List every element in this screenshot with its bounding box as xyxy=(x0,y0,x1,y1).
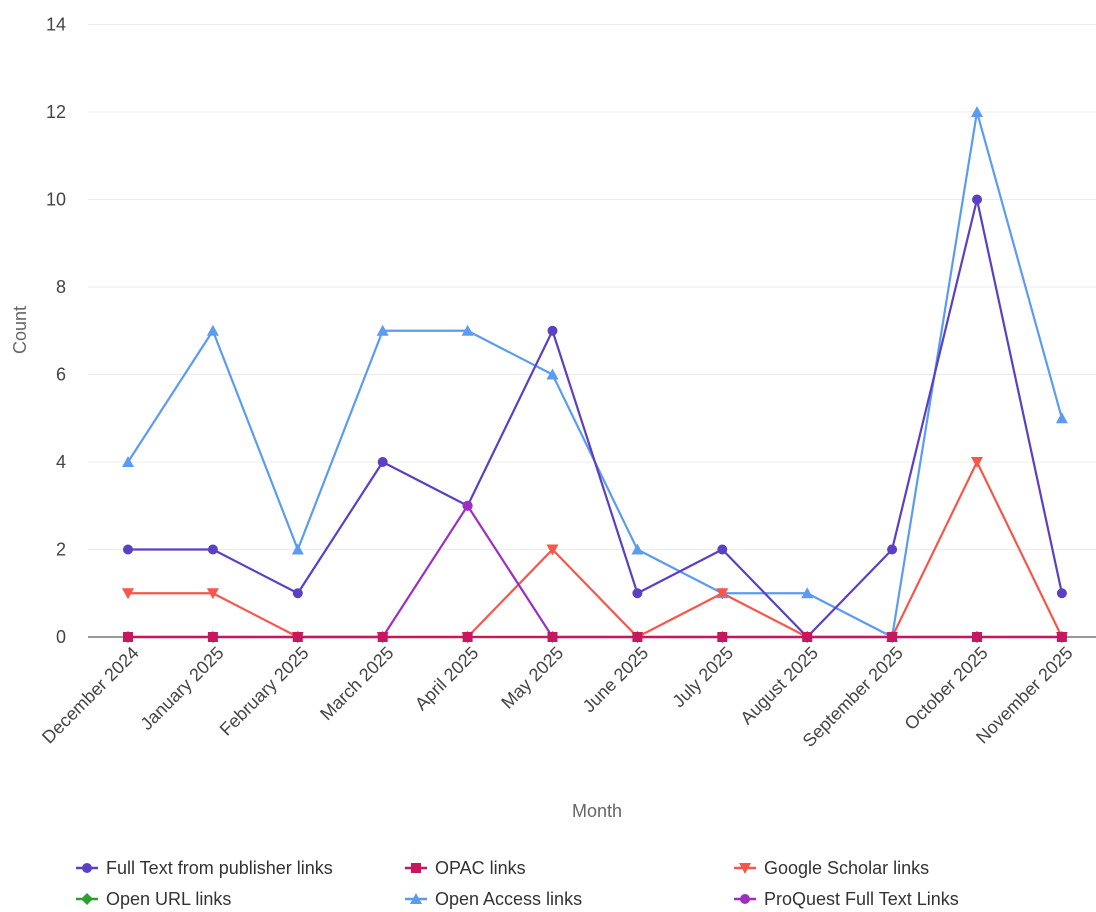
series-opac-links xyxy=(123,632,1067,642)
legend-label: Google Scholar links xyxy=(764,858,929,878)
x-axis-title: Month xyxy=(572,801,622,821)
data-point[interactable] xyxy=(1055,412,1068,424)
legend-marker-icon xyxy=(81,893,93,905)
data-point[interactable] xyxy=(971,106,983,117)
y-tick-label: 6 xyxy=(56,365,66,385)
legend-item[interactable]: Google Scholar links xyxy=(734,858,929,878)
y-tick-label: 4 xyxy=(56,452,66,472)
grid-lines xyxy=(88,24,1096,550)
data-point[interactable] xyxy=(1056,588,1067,599)
data-point[interactable] xyxy=(971,457,983,468)
legend-marker-icon xyxy=(82,863,92,873)
series-line xyxy=(128,460,1063,639)
data-point[interactable] xyxy=(972,632,982,642)
legend-item[interactable]: OPAC links xyxy=(405,858,526,878)
data-point[interactable] xyxy=(547,632,558,642)
data-point[interactable] xyxy=(207,632,218,642)
y-axis-title: Count xyxy=(10,306,30,354)
data-point[interactable] xyxy=(122,588,134,600)
data-point[interactable] xyxy=(801,587,814,599)
x-tick-label: February 2025 xyxy=(216,643,313,740)
series-group xyxy=(122,106,1068,643)
data-point[interactable] xyxy=(462,500,473,511)
series-line xyxy=(128,198,1063,639)
x-tick-label: August 2025 xyxy=(736,643,822,729)
data-point[interactable] xyxy=(802,632,813,642)
legend-item[interactable]: ProQuest Full Text Links xyxy=(734,889,959,909)
data-point[interactable] xyxy=(887,544,898,555)
series-line xyxy=(128,504,1062,639)
data-point[interactable] xyxy=(122,456,134,467)
data-point[interactable] xyxy=(462,632,473,642)
data-point[interactable] xyxy=(377,457,388,467)
x-tick-label: January 2025 xyxy=(136,643,227,734)
data-point[interactable] xyxy=(546,368,559,380)
legend-item[interactable]: Open Access links xyxy=(405,889,582,909)
legend-marker-icon xyxy=(411,863,421,873)
data-point[interactable] xyxy=(717,544,728,555)
data-point[interactable] xyxy=(632,632,643,642)
legend-label: ProQuest Full Text Links xyxy=(764,889,959,909)
legend-item[interactable]: Full Text from publisher links xyxy=(76,858,333,878)
data-point[interactable] xyxy=(717,632,728,642)
legend-label: OPAC links xyxy=(435,858,526,878)
x-tick-label: May 2025 xyxy=(497,643,567,713)
data-point[interactable] xyxy=(1056,632,1067,642)
data-point[interactable] xyxy=(206,324,219,336)
legend-marker-icon xyxy=(739,863,751,874)
data-point[interactable] xyxy=(632,588,643,599)
data-point[interactable] xyxy=(376,324,389,336)
y-tick-label: 0 xyxy=(56,627,66,647)
data-point[interactable] xyxy=(292,588,303,599)
y-tick-label: 12 xyxy=(46,102,66,122)
data-point[interactable] xyxy=(292,632,303,642)
x-tick-label: December 2024 xyxy=(38,643,143,748)
data-point[interactable] xyxy=(546,544,559,556)
data-point[interactable] xyxy=(291,543,304,555)
legend-label: Full Text from publisher links xyxy=(106,858,333,878)
data-point[interactable] xyxy=(631,543,644,555)
series-full-text-from-publisher-links xyxy=(123,194,1067,642)
y-tick-label: 10 xyxy=(46,190,66,210)
data-point[interactable] xyxy=(123,544,133,555)
data-point[interactable] xyxy=(377,632,388,642)
y-tick-label: 2 xyxy=(56,540,66,560)
legend-item[interactable]: Open URL links xyxy=(76,889,231,909)
x-tick-label: October 2025 xyxy=(901,643,992,734)
data-point[interactable] xyxy=(206,588,219,600)
x-tick-label: April 2025 xyxy=(411,643,482,714)
data-point[interactable] xyxy=(547,325,558,336)
data-point[interactable] xyxy=(972,194,982,205)
x-tick-label: March 2025 xyxy=(316,643,397,724)
data-point[interactable] xyxy=(461,324,474,336)
data-point[interactable] xyxy=(887,632,898,642)
data-point[interactable] xyxy=(716,588,729,600)
data-point[interactable] xyxy=(123,632,133,642)
legend-marker-icon xyxy=(410,893,422,904)
y-tick-label: 8 xyxy=(56,277,66,297)
legend-label: Open Access links xyxy=(435,889,582,909)
x-tick-label: June 2025 xyxy=(579,643,653,717)
legend-label: Open URL links xyxy=(106,889,231,909)
data-point[interactable] xyxy=(207,544,218,555)
legend[interactable]: Full Text from publisher links Open URL l… xyxy=(76,858,959,909)
legend-marker-icon xyxy=(740,894,750,904)
x-tick-label: July 2025 xyxy=(668,643,737,712)
y-tick-label: 14 xyxy=(46,15,66,35)
y-axis-ticks: 0 2 4 6 8 10 12 14 xyxy=(46,15,66,648)
